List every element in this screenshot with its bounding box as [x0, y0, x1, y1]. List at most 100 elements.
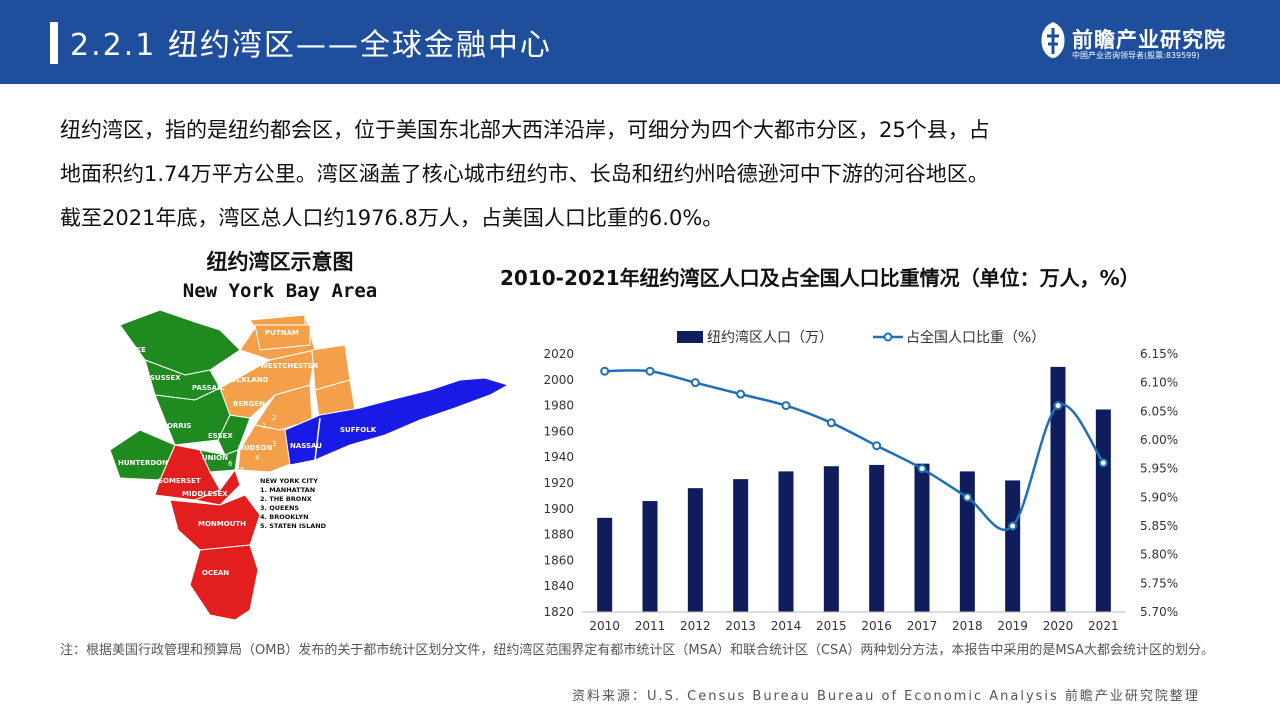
bar-series — [597, 366, 1111, 612]
map-label: PIKE — [128, 346, 146, 354]
share-point — [1098, 458, 1108, 468]
logo-icon — [1041, 22, 1065, 58]
left-tick-label: 1960 — [543, 424, 574, 438]
map-legend-item: 5. STATEN ISLAND — [260, 522, 327, 530]
x-tick-label: 2016 — [861, 619, 892, 633]
x-tick-label: 2021 — [1088, 619, 1119, 633]
map-label: SUFFOLK — [340, 426, 377, 434]
chart-title: 2010-2021年纽约湾区人口及占全国人口比重情况（单位：万人，%） — [500, 266, 1140, 290]
map-label: PASSAIC — [192, 384, 225, 392]
share-point — [600, 366, 610, 376]
map-label: MORRIS — [160, 422, 191, 430]
left-tick-label: 1900 — [543, 502, 574, 516]
map-region-red — [169, 494, 261, 551]
share-point — [826, 418, 836, 428]
map-label: WESTCHESTER — [260, 362, 319, 370]
intro-line: 地面积约1.74万平方公里。湾区涵盖了核心城市纽约市、长岛和纽约州哈德逊河中下游… — [60, 162, 989, 186]
x-tick-label: 2020 — [1043, 619, 1074, 633]
map-region-green — [119, 309, 241, 376]
population-chart: 纽约湾区人口（万） 占全国人口比重（%） 1820 1840 1860 1880 1900… — [543, 329, 1178, 633]
map-label: MIDDLESEX — [182, 490, 228, 498]
map-title: 纽约湾区示意图 New York Bay Area — [160, 248, 400, 306]
borough-number: 3 — [272, 440, 276, 448]
right-tick-label: 5.75% — [1140, 576, 1178, 590]
left-tick-label: 1860 — [543, 553, 574, 567]
map-legend-title: NEW YORK CITY — [260, 477, 318, 485]
population-bar — [1050, 366, 1066, 612]
borough-number: 6 — [228, 460, 233, 468]
x-tick-label: 2018 — [952, 619, 983, 633]
map-label: UNION — [202, 454, 228, 462]
map-legend-item: 1. MANHATTAN — [260, 486, 315, 494]
population-bar — [597, 517, 613, 612]
map-label: ESSEX — [208, 432, 233, 440]
right-tick-label: 6.10% — [1140, 376, 1178, 390]
population-bar — [1005, 480, 1021, 612]
population-bar — [642, 501, 658, 612]
map-label: HUDSON — [238, 444, 272, 452]
population-bar — [869, 464, 885, 612]
right-tick-label: 5.85% — [1140, 519, 1178, 533]
map-border-line — [314, 417, 321, 461]
map-region-green — [217, 414, 251, 456]
population-bar — [1095, 409, 1111, 612]
chart-legend: 纽约湾区人口（万） 占全国人口比重（%） — [677, 329, 1045, 346]
map-label: SOMERSET — [158, 477, 201, 485]
map-label: MONMOUTH — [198, 520, 246, 528]
right-tick-label: 5.95% — [1140, 462, 1178, 476]
map-legend-item: 4. BROOKLYN — [260, 513, 309, 521]
map-label: BERGEN — [233, 400, 265, 408]
share-point — [690, 378, 700, 388]
population-bar — [778, 471, 794, 612]
population-bar — [733, 479, 749, 612]
legend-line-label: 占全国人口比重（%） — [906, 329, 1045, 346]
line-series — [600, 366, 1108, 531]
left-tick-label: 2020 — [543, 347, 574, 361]
share-point — [645, 366, 655, 376]
map-legend-item: 2. THE BRONX — [260, 495, 312, 503]
share-line — [604, 369, 1105, 531]
left-tick-label: 1880 — [543, 528, 574, 542]
left-tick-label: 1840 — [543, 579, 574, 593]
x-tick-label: 2015 — [816, 619, 847, 633]
map-region-blue — [284, 377, 510, 466]
share-point — [962, 492, 972, 502]
legend-bar-label: 纽约湾区人口（万） — [707, 329, 833, 346]
right-axis: 5.70% 5.75% 5.80% 5.85% 5.90% 5.95% 6.00% 6.05%… — [1140, 347, 1178, 619]
map-label: PUTNAM — [265, 329, 299, 337]
new-york-bay-map: PIKE SUSSEX MORRIS HUNTERDON SOMERSET MI… — [109, 309, 510, 620]
population-bar — [687, 488, 703, 612]
right-tick-label: 5.70% — [1140, 605, 1178, 619]
logo-name: 前瞻产业研究院 — [1072, 28, 1226, 52]
borough-number: 1 — [262, 422, 266, 430]
intro-paragraph: 纽约湾区，指的是纽约都会区，位于美国东北部大西洋沿岸，可细分为四个大都市分区，2… — [60, 108, 1230, 240]
title-accent-bar — [50, 22, 58, 64]
map-label: SUSSEX — [150, 374, 181, 382]
page-title: 2.2.1 纽约湾区——全球金融中心 — [70, 28, 552, 63]
x-tick-label: 2010 — [589, 619, 620, 633]
map-label: HUNTERDON — [118, 459, 168, 467]
x-tick-label: 2012 — [680, 619, 711, 633]
left-tick-label: 2000 — [543, 373, 574, 387]
share-point — [917, 464, 927, 474]
borough-number: 4 — [255, 454, 260, 462]
intro-line: 纽约湾区，指的是纽约都会区，位于美国东北部大西洋沿岸，可细分为四个大都市分区，2… — [60, 118, 990, 142]
map-region-red — [154, 444, 221, 501]
left-tick-label: 1820 — [543, 605, 574, 619]
map-title-cn: 纽约湾区示意图 — [206, 250, 354, 274]
x-tick-label: 2013 — [725, 619, 756, 633]
borough-number: 2 — [272, 414, 276, 422]
left-tick-label: 1940 — [543, 450, 574, 464]
left-tick-label: 1920 — [543, 476, 574, 490]
right-tick-label: 6.15% — [1140, 347, 1178, 361]
left-axis: 1820 1840 1860 1880 1900 1920 1940 1960 1980 2000… — [543, 347, 574, 619]
share-point — [781, 401, 791, 411]
left-tick-label: 1980 — [543, 399, 574, 413]
legend-line-marker — [883, 332, 893, 342]
share-point — [1008, 521, 1018, 531]
x-tick-label: 2019 — [997, 619, 1028, 633]
map-region-orange — [254, 324, 311, 351]
map-label: ROCKLAND — [225, 376, 269, 384]
population-bar — [914, 463, 930, 612]
share-point — [1053, 401, 1063, 411]
